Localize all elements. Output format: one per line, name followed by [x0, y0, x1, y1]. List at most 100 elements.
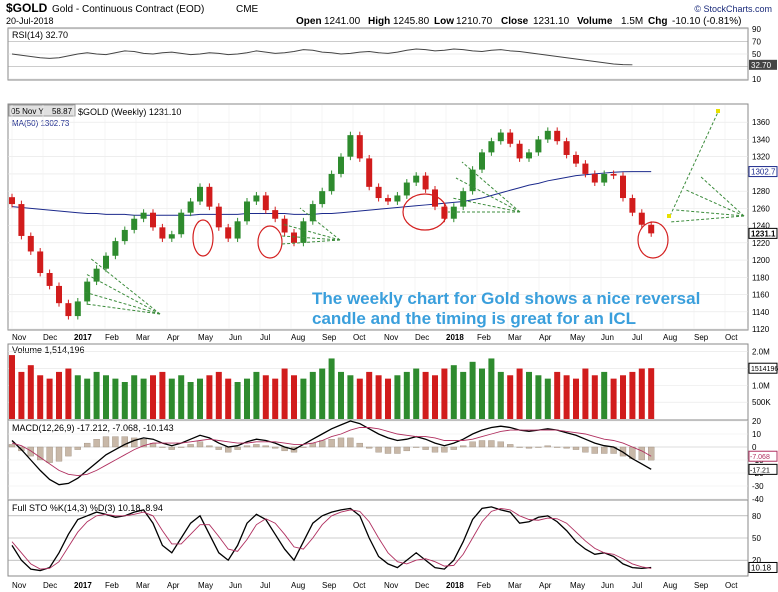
candle-body [347, 135, 354, 157]
macd-histogram-bar [648, 446, 655, 461]
price-tick-label: 1280 [752, 187, 770, 196]
arrow-line [85, 273, 161, 315]
volume-bar [535, 375, 542, 419]
volume-last-value: 1514196 [751, 366, 778, 373]
macd-tick-label: 10 [752, 430, 761, 439]
candle-body [648, 224, 655, 234]
volume-bar [65, 368, 72, 419]
macd-histogram-bar [525, 446, 533, 449]
rsi-tick-label: 10 [752, 75, 761, 84]
candle-body [366, 158, 373, 187]
volume-bar [74, 375, 81, 419]
bottom-x-label: 2018 [446, 581, 464, 590]
candle-body [526, 152, 532, 159]
volume-bar [582, 368, 589, 419]
arrow-line [299, 207, 341, 241]
candle-body [385, 198, 391, 202]
candle-body [338, 156, 344, 174]
candle-body [56, 285, 62, 304]
macd-histogram-bar [8, 444, 16, 448]
macd-histogram-bar [366, 446, 373, 449]
volume-bar [441, 368, 448, 419]
bottom-x-label: Jun [601, 581, 614, 590]
price-tick-label: 1120 [752, 325, 770, 334]
macd-title: MACD(12,26,9) -17.212, -7.068, -10.143 [12, 423, 174, 433]
volume-bar [403, 371, 410, 419]
exchange: CME [236, 4, 259, 15]
crosshair-value: 58.87 [52, 107, 73, 116]
bottom-x-label: Jul [260, 581, 270, 590]
bottom-x-label: 2017 [74, 581, 92, 590]
candle-body [488, 141, 495, 153]
candles [9, 127, 655, 320]
candle-body [272, 210, 279, 219]
macd-histogram-bar [469, 441, 476, 448]
price-x-label: 2018 [446, 333, 464, 342]
volume-bar [497, 371, 504, 419]
volume-bar [291, 375, 297, 419]
candle-body [121, 229, 128, 242]
macd-histogram-bar [55, 446, 63, 462]
candle-body [18, 204, 25, 236]
candle-body [460, 191, 467, 207]
macd-histogram-bar [384, 446, 392, 454]
candle-body [422, 175, 429, 190]
volume-bar [338, 371, 344, 419]
macd-histogram-bar [572, 446, 580, 450]
macd-histogram-bar [638, 446, 645, 461]
macd-histogram-bar [497, 441, 504, 448]
volume-bar [620, 375, 626, 419]
macd-tick-label: -30 [752, 482, 764, 491]
volume-bar [638, 368, 645, 419]
candle-body [582, 163, 589, 174]
circle-jul [257, 225, 283, 259]
macd-histogram-bar [253, 444, 260, 448]
price-x-label: Aug [663, 333, 677, 342]
price-x-label: Jul [632, 333, 642, 342]
macd-histogram-bar [591, 446, 598, 454]
volume-bar [347, 375, 354, 419]
macd-histogram-bar [206, 445, 213, 448]
macd-histogram-bar [215, 446, 222, 450]
arrow-line [451, 197, 521, 213]
macd-histogram-bar [347, 437, 354, 448]
volume-bar [328, 358, 335, 419]
price-tick-label: 1200 [752, 256, 770, 265]
price-tick-label: 1220 [752, 239, 770, 248]
high-value: 1245.80 [393, 16, 430, 27]
price-x-label: May [570, 333, 585, 342]
volume-bar [159, 371, 166, 419]
candle-body [262, 195, 269, 211]
volume-bar [422, 371, 429, 419]
candle-body [84, 281, 91, 302]
close-value: 1231.10 [533, 16, 570, 27]
ma-label: MA(50) 1302.73 [12, 119, 70, 128]
candle-body [535, 139, 542, 153]
macd-histogram-bar [356, 442, 363, 448]
macd-histogram-bar [46, 446, 53, 463]
bottom-x-label: May [198, 581, 213, 590]
macd-tick-label: 0 [752, 443, 757, 452]
macd-histogram-bar [328, 439, 335, 448]
price-legend: 05 Nov Y 58.87 $GOLD (Weekly) 1231.10 MA… [8, 104, 181, 128]
arrow-line [455, 177, 521, 213]
macd-tick-label: -40 [752, 495, 764, 504]
volume-bar [479, 368, 485, 419]
price-x-label: Feb [477, 333, 491, 342]
rsi-last-tag [749, 59, 777, 70]
candle-body [159, 227, 166, 239]
volume-bar [554, 371, 561, 419]
macd-signal-value: -7.068 [750, 454, 770, 461]
volume-bar [215, 371, 222, 419]
candle-body [150, 212, 156, 228]
arrow-line [85, 303, 161, 315]
ma-last-tag [748, 166, 778, 178]
candle-body [403, 182, 410, 196]
volume-bar [488, 358, 495, 419]
price-x-label: 2017 [74, 333, 92, 342]
bottom-x-label: Apr [167, 581, 180, 590]
arrow-line [461, 161, 521, 213]
gridlines [8, 28, 748, 561]
volume-bar [272, 378, 279, 419]
volume-tick-label: 1.0M [752, 381, 770, 390]
